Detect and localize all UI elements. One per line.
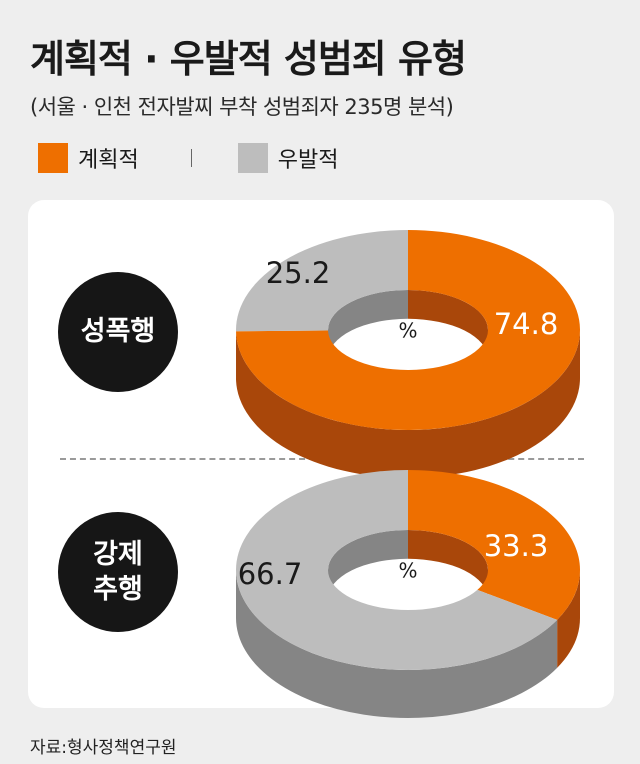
donut-1-slice-0 — [408, 470, 580, 620]
donut-1-value-label-1: 66.7 — [238, 557, 303, 591]
donut-1-inner-wall-0-0 — [408, 530, 488, 599]
donut-0-slice-0 — [236, 230, 580, 430]
category-label-line-1: 강제 — [93, 538, 143, 570]
legend-swatch-accidental — [237, 143, 268, 173]
source-note: 자료:형사정책연구원 — [30, 738, 177, 758]
donut-0-inner-wall-0-0 — [408, 290, 488, 359]
donut-0-value-label-0: 74.8 — [494, 307, 559, 341]
category-badge-indecent-assault: 강제 추행 — [58, 512, 178, 632]
category-label-line-2: 추행 — [93, 574, 143, 605]
legend: 계획적 우발적 — [38, 143, 338, 173]
legend-label-accidental: 우발적 — [277, 148, 339, 173]
category-label-rape: 성폭행 — [80, 316, 156, 348]
donut-1-slice-1 — [235, 470, 558, 670]
donut-0-slice-1 — [236, 230, 408, 332]
donut-1-value-label-0: 33.3 — [484, 529, 549, 563]
donut-0-value-label-1: 25.2 — [266, 256, 331, 290]
donut-0-unit-label: % — [398, 319, 417, 343]
legend-label-planned: 계획적 — [78, 148, 139, 173]
page-subtitle: (서울 · 인천 전자발찌 부착 성범죄자 235명 분석) — [30, 95, 454, 119]
page-title: 계획적 · 우발적 성범죄 유형 — [30, 37, 467, 81]
legend-separator — [190, 149, 192, 167]
donut-1-inner-wall-1-0 — [328, 530, 408, 599]
donut-0-inner-wall-1-0 — [328, 290, 408, 359]
legend-swatch-planned — [38, 143, 68, 173]
donut-0-side-0 — [236, 330, 580, 478]
donut-1-unit-label: % — [398, 559, 417, 583]
donut-1-side-0 — [557, 570, 580, 668]
category-badge-rape: 성폭행 — [58, 272, 178, 392]
donut-1-side-1 — [236, 570, 558, 718]
